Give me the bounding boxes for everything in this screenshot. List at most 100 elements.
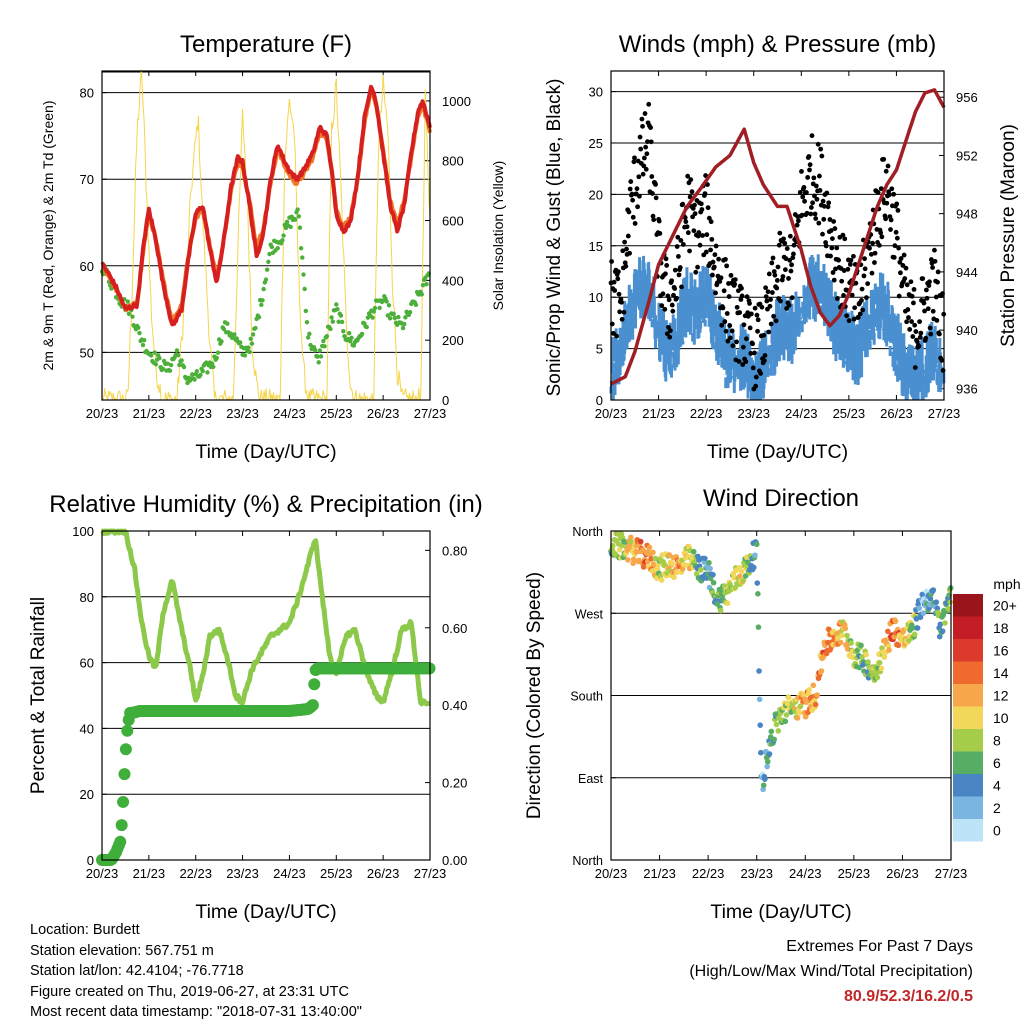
wind-gust-point — [761, 358, 767, 364]
wind-gust-point — [786, 276, 791, 281]
dewpoint-point — [359, 331, 365, 337]
wind-gust-point — [885, 163, 891, 169]
dewpoint-point — [293, 217, 298, 222]
colorbar-swatch — [953, 616, 983, 639]
wind-y2-tick-label: 956 — [956, 90, 978, 105]
wind-gust-point — [933, 294, 939, 300]
wind-gust-point — [614, 333, 619, 339]
direction-point — [934, 605, 941, 612]
wind-gust-point — [672, 286, 678, 291]
wind-gust-point — [787, 233, 793, 239]
wind-gust-point — [720, 305, 726, 311]
dewpoint-point — [424, 281, 429, 287]
wind-gust-point — [762, 353, 768, 358]
wind-gust-point — [721, 288, 727, 294]
wind-gust-point — [774, 285, 780, 291]
colorbar-swatch — [953, 706, 983, 729]
dewpoint-point — [280, 238, 285, 243]
wind-gust-point — [719, 322, 725, 328]
extremes-box: Extremes For Past 7 Days (High/Low/Max W… — [689, 934, 973, 1009]
colorbar-label: 8 — [993, 732, 1001, 748]
wind-gust-point — [771, 313, 777, 319]
direction-point — [927, 595, 934, 602]
wind-gust-point — [680, 201, 686, 207]
direction-point — [616, 546, 623, 553]
wind-y-tick-label: 20 — [589, 187, 603, 202]
wind-gust-point — [638, 146, 644, 152]
wind-gust-point — [609, 259, 615, 264]
colorbar-label: 6 — [993, 755, 1001, 771]
dir-y-tick-label: East — [578, 772, 604, 786]
wind-gust-point — [627, 186, 633, 192]
wind-gust-point — [629, 191, 635, 197]
dewpoint-point — [200, 368, 205, 374]
temp-y2-axis-label: Solar Insolation (Yellow) — [490, 161, 506, 311]
rh-x-tick-label: 21/23 — [133, 866, 166, 881]
wind-gust-point — [791, 242, 797, 248]
wind-gust-point — [723, 328, 729, 334]
dewpoint-point — [140, 342, 146, 348]
dewpoint-point — [396, 314, 401, 320]
wind-gust-point — [648, 139, 654, 145]
direction-point — [637, 538, 644, 545]
direction-point — [737, 573, 743, 580]
colorbar-swatch — [953, 639, 983, 662]
wind-gust-point — [619, 299, 624, 305]
wind-gust-point — [818, 146, 824, 152]
wind-gust-point — [630, 197, 636, 203]
wind-gust-point — [898, 270, 903, 276]
wind-gust-point — [824, 190, 830, 196]
wind-gust-point — [737, 310, 743, 315]
wind-gust-point — [767, 303, 773, 309]
wind-y2-tick-label: 952 — [956, 148, 978, 163]
wind-gust-point — [805, 175, 811, 180]
direction-point — [697, 567, 704, 573]
dewpoint-point — [269, 244, 275, 250]
wind-gust-point — [646, 101, 652, 107]
wind-gust-point — [676, 272, 682, 278]
direction-point — [914, 625, 921, 631]
wind-x-tick-label: 22/23 — [690, 406, 723, 421]
direction-point — [803, 699, 810, 705]
dewpoint-point — [387, 316, 393, 321]
wind-x-tick-label: 26/23 — [880, 406, 913, 421]
wind-gust-point — [660, 291, 666, 297]
wind-gust-point — [904, 319, 910, 325]
extremes-subtitle: (High/Low/Max Wind/Total Precipitation) — [689, 963, 973, 980]
colorbar-swatch — [953, 594, 983, 617]
direction-point — [702, 555, 708, 562]
wind-gust-point — [718, 275, 724, 281]
direction-point — [710, 579, 717, 586]
rh-x-tick-label: 26/23 — [367, 866, 400, 881]
temp-y-axis-label: 2m & 9m T (Red, Orange) & 2m Td (Green) — [40, 101, 56, 371]
wind-gust-point — [732, 277, 738, 283]
dewpoint-point — [377, 305, 382, 311]
dewpoint-point — [179, 358, 184, 363]
rh-y2-tick-label: 0.40 — [442, 698, 467, 713]
wind-gust-point — [772, 272, 778, 278]
dir-x-axis-label: Time (Day/UTC) — [710, 901, 851, 923]
wind-gust-point — [832, 226, 838, 231]
rh-title: Relative Humidity (%) & Precipitation (i… — [49, 491, 482, 518]
wind-gust-point — [935, 269, 941, 275]
direction-point — [794, 715, 801, 721]
wind-gust-point — [649, 174, 655, 179]
dewpoint-point — [284, 219, 290, 225]
wind-gust-point — [627, 250, 632, 256]
wind-gust-point — [755, 317, 761, 323]
temp-title: Temperature (F) — [180, 31, 352, 58]
dewpoint-point — [247, 349, 252, 355]
wind-y2-tick-label: 944 — [956, 265, 978, 280]
wind-gust-point — [807, 167, 812, 173]
wind-gust-point — [657, 231, 663, 236]
precip-point — [306, 699, 319, 712]
wind-gust-point — [677, 265, 683, 270]
wind-gust-point — [897, 259, 903, 265]
wind-y2-tick-label: 940 — [956, 323, 978, 338]
wind-gust-point — [770, 290, 775, 295]
wind-gust-point — [846, 318, 852, 324]
wind-gust-point — [814, 196, 820, 202]
wind-gust-point — [791, 251, 796, 257]
wind-gust-point — [708, 219, 714, 225]
temp-y2-tick-label: 400 — [442, 273, 464, 288]
